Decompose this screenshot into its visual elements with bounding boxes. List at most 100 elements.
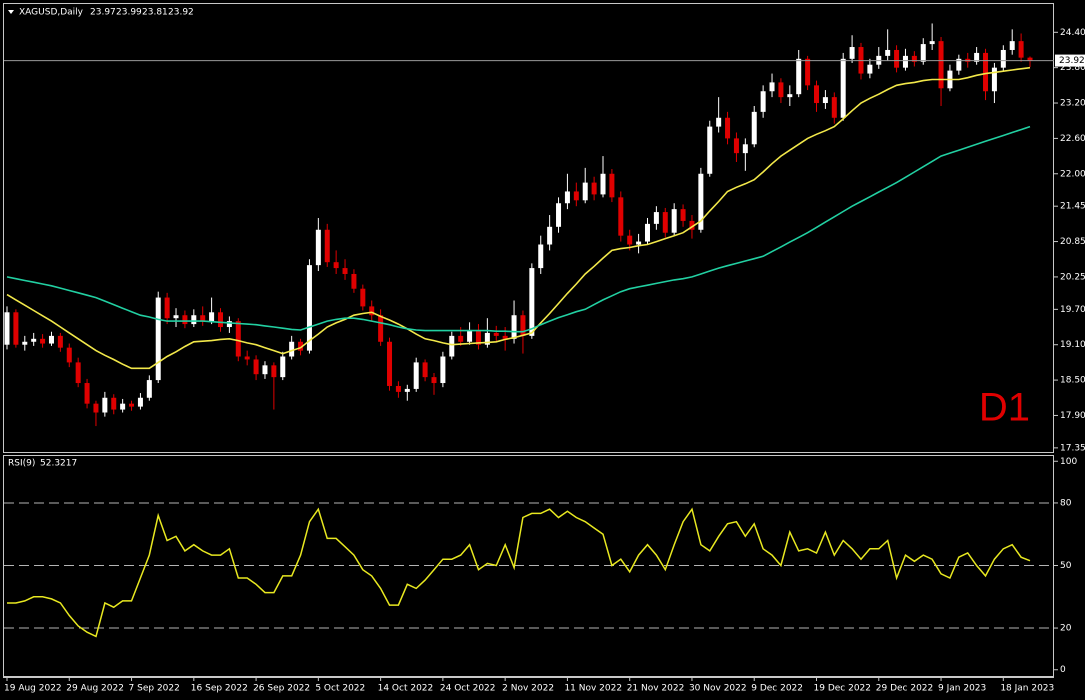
candle-body xyxy=(609,173,615,198)
y-tick-label: 20 xyxy=(1060,624,1072,634)
close-value: 23.92 xyxy=(168,8,194,18)
candle-body xyxy=(502,335,508,339)
candle-body xyxy=(244,356,250,360)
x-tick-label: 9 Jan 2023 xyxy=(938,684,986,694)
candle-body xyxy=(387,341,393,386)
candle-body xyxy=(529,268,535,336)
candle-body xyxy=(475,329,481,345)
candle-body xyxy=(75,362,81,384)
candle-body xyxy=(271,365,277,378)
x-tick-label: 7 Sep 2022 xyxy=(129,684,180,694)
candle-body xyxy=(991,67,997,92)
candle-body xyxy=(209,312,215,322)
candle-body xyxy=(458,335,464,342)
x-tick-label: 5 Oct 2022 xyxy=(315,684,365,694)
candle-body xyxy=(164,297,170,319)
candle-body xyxy=(378,315,384,342)
candle-body xyxy=(894,49,900,68)
candle-body xyxy=(805,58,811,86)
y-tick-label: 20.25 xyxy=(1060,272,1085,282)
y-tick-label: 50 xyxy=(1060,561,1072,571)
candle-body xyxy=(538,244,544,269)
price-panel-frame xyxy=(3,3,1054,453)
candle-body xyxy=(742,144,748,154)
candle-body xyxy=(155,297,161,381)
x-tick-label: 29 Aug 2022 xyxy=(66,684,124,694)
candle-body xyxy=(146,380,152,398)
high-value: 23.99 xyxy=(116,8,142,18)
y-tick-label: 24.40 xyxy=(1060,28,1085,38)
candle-body xyxy=(333,262,339,269)
y-tick-label: 19.70 xyxy=(1060,305,1085,315)
candle-body xyxy=(822,97,828,104)
candle-body xyxy=(1027,57,1033,61)
candle-body xyxy=(671,209,677,233)
y-tick-label: 22.00 xyxy=(1060,169,1085,179)
candle-body xyxy=(84,383,90,404)
x-tick-label: 9 Dec 2022 xyxy=(751,684,803,694)
candle-body xyxy=(111,397,117,410)
candle-body xyxy=(40,338,46,344)
candle-body xyxy=(716,117,722,127)
x-tick-label: 24 Oct 2022 xyxy=(440,684,496,694)
y-tick-label: 19.10 xyxy=(1060,340,1085,350)
candle-body xyxy=(778,82,784,98)
candle-body xyxy=(102,397,108,413)
candle-body xyxy=(324,229,330,263)
candle-body xyxy=(911,55,917,62)
y-tick-label: 21.45 xyxy=(1060,202,1085,212)
candle-body xyxy=(751,111,757,145)
candle-body xyxy=(235,321,241,357)
candle-body xyxy=(253,359,259,375)
candle-body xyxy=(644,223,650,242)
candle-body xyxy=(983,52,989,92)
y-tick-label: 100 xyxy=(1060,457,1077,467)
x-tick-label: 26 Sep 2022 xyxy=(253,684,310,694)
x-tick-label: 30 Nov 2022 xyxy=(689,684,747,694)
price-header: XAGUSD,Daily 23.97 23.99 23.81 23.92 xyxy=(19,8,194,18)
timeframe-annotation: D1 xyxy=(979,386,1030,430)
candle-body xyxy=(885,49,891,56)
candle-body xyxy=(120,403,126,410)
candle-body xyxy=(867,64,873,74)
candle-body xyxy=(129,403,135,407)
candle-body xyxy=(57,335,63,348)
candle-body xyxy=(849,47,855,59)
x-tick-label: 19 Dec 2022 xyxy=(814,684,872,694)
y-tick-label: 22.60 xyxy=(1060,134,1085,144)
y-tick-label: 23.80 xyxy=(1060,63,1085,73)
candle-body xyxy=(938,41,944,89)
candle-body xyxy=(636,241,642,245)
candle-body xyxy=(974,52,980,62)
candle-body xyxy=(315,229,321,266)
candle-body xyxy=(360,288,366,307)
y-tick-label: 17.90 xyxy=(1060,411,1085,421)
candle-body xyxy=(13,312,19,345)
candle-body xyxy=(956,58,962,71)
candle-body xyxy=(733,138,739,154)
candle-body xyxy=(422,362,428,378)
candle-body xyxy=(920,44,926,62)
candle-body xyxy=(369,306,375,316)
candle-body xyxy=(440,356,446,384)
candle-body xyxy=(449,335,455,357)
candle-body xyxy=(547,226,553,245)
y-tick-label: 23.20 xyxy=(1060,99,1085,109)
candle-body xyxy=(556,203,562,227)
candle-body xyxy=(600,173,606,195)
x-tick-label: 2 Nov 2022 xyxy=(502,684,554,694)
candle-body xyxy=(725,117,731,139)
candle-body xyxy=(200,315,206,322)
candle-body xyxy=(689,220,695,230)
candle-body xyxy=(840,58,846,118)
y-tick-label: 80 xyxy=(1060,498,1072,508)
candle-body xyxy=(404,388,410,392)
candle-body xyxy=(929,41,935,45)
symbol-menu-icon[interactable] xyxy=(8,10,14,14)
candle-body xyxy=(680,209,686,221)
last-price-box xyxy=(1055,54,1085,67)
candle-body xyxy=(760,91,766,112)
candle-body xyxy=(484,332,490,345)
